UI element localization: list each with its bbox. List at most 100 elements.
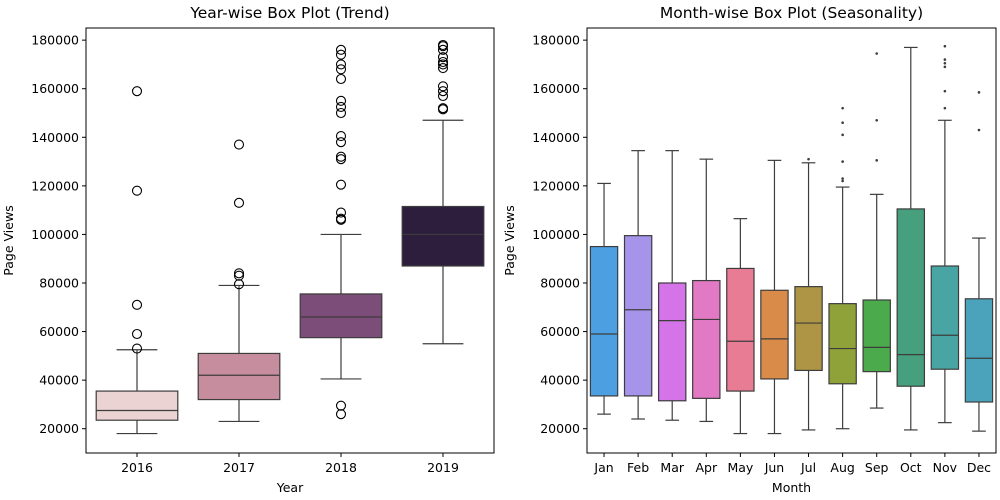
box-iqr <box>794 286 823 372</box>
box-Feb <box>623 150 653 420</box>
y-tick-label: 20000 <box>540 421 580 436</box>
outlier-point <box>335 107 347 119</box>
x-tick-label: Aug <box>830 460 854 475</box>
box-iqr <box>589 245 619 397</box>
outlier-point <box>131 185 143 196</box>
outlier-point <box>437 39 449 51</box>
outlier-point <box>841 133 844 137</box>
y-tick-label: 120000 <box>31 178 79 193</box>
y-tick-label: 20000 <box>39 421 79 436</box>
box-iqr <box>930 265 960 370</box>
y-tick-label: 60000 <box>39 324 79 339</box>
outlier-point <box>131 328 143 340</box>
outlier-point <box>977 91 981 94</box>
outlier-point <box>943 65 947 69</box>
x-tick-label: Nov <box>933 460 958 475</box>
outlier-point <box>875 118 879 122</box>
box-iqr <box>95 390 179 421</box>
outlier-point <box>335 137 347 148</box>
box-iqr <box>197 352 281 401</box>
outlier-point <box>335 101 347 112</box>
outlier-point <box>437 59 449 70</box>
outlier-point <box>943 106 947 110</box>
x-tick-label: Jun <box>764 460 785 475</box>
x-tick-label: Jul <box>800 460 816 475</box>
y-tick-label: 100000 <box>532 227 580 242</box>
box-2016 <box>95 86 179 435</box>
x-tick-label: 2017 <box>223 460 255 475</box>
x-tick-label: Oct <box>900 460 922 475</box>
x-tick-label: Sep <box>865 460 889 475</box>
box-iqr <box>726 267 755 392</box>
x-tick-label: Jan <box>593 460 613 475</box>
outlier-point <box>977 128 981 132</box>
box-iqr <box>828 303 857 385</box>
y-axis-label: Page Views <box>1 205 16 275</box>
axes-frame <box>85 27 495 454</box>
box-Mar <box>657 150 687 421</box>
outlier-point <box>335 73 347 85</box>
y-tick-label: 180000 <box>532 33 580 48</box>
outlier-point <box>335 409 347 420</box>
outlier-point <box>437 90 449 102</box>
box-Nov <box>930 44 960 424</box>
outlier-point <box>335 59 347 70</box>
y-tick-label: 80000 <box>39 276 79 291</box>
outlier-point <box>437 81 449 92</box>
chart-panel-2: Month-wise Box Plot (Seasonality) 20000 40… <box>502 4 997 495</box>
outlier-point <box>437 63 449 74</box>
box-Dec <box>964 91 994 432</box>
outlier-point <box>335 44 347 55</box>
box-Sep <box>862 52 891 409</box>
outlier-point <box>335 95 347 106</box>
outlier-point <box>131 343 143 354</box>
box-Jun <box>760 159 789 435</box>
x-axis-label: Year <box>276 480 304 495</box>
outlier-point <box>233 139 245 150</box>
y-tick-label: 140000 <box>31 130 79 145</box>
chart-title: Month-wise Box Plot (Seasonality) <box>660 4 923 22</box>
outlier-point <box>841 106 844 110</box>
x-tick-label: 2019 <box>427 460 459 475</box>
box-iqr <box>401 205 485 267</box>
outlier-point <box>131 86 143 97</box>
outlier-point <box>335 64 347 75</box>
outlier-point <box>807 157 810 161</box>
y-tick-label: 120000 <box>532 178 580 193</box>
box-iqr <box>964 298 994 403</box>
outlier-point <box>233 268 245 279</box>
outlier-point <box>335 207 347 218</box>
outlier-point <box>841 121 844 125</box>
box-iqr <box>692 279 721 399</box>
box-May <box>726 218 755 435</box>
y-axis-label: Page Views <box>502 205 517 275</box>
outlier-point <box>875 52 879 55</box>
box-2019 <box>401 39 485 345</box>
box-iqr <box>623 235 653 397</box>
box-Jan <box>589 182 619 415</box>
outlier-point <box>437 44 449 55</box>
x-tick-label: Mar <box>660 460 684 475</box>
x-tick-label: May <box>727 460 753 475</box>
y-tick-label: 180000 <box>31 33 79 48</box>
outlier-point <box>131 299 143 310</box>
y-tick-label: 140000 <box>532 130 580 145</box>
box-iqr <box>299 293 383 339</box>
outlier-point <box>335 131 347 142</box>
outlier-point <box>841 160 844 163</box>
box-iqr <box>657 282 687 402</box>
y-tick-label: 160000 <box>31 81 79 96</box>
outlier-point <box>437 86 449 97</box>
chart-panel-1: Year-wise Box Plot (Trend) 20000 40000 6000… <box>1 4 495 495</box>
x-axis-label: Month <box>772 480 811 495</box>
outlier-point <box>335 400 347 411</box>
x-tick-label: 2016 <box>121 460 153 475</box>
y-tick-label: 80000 <box>540 276 580 291</box>
box-iqr <box>896 208 926 387</box>
outlier-point <box>943 89 947 93</box>
outlier-point <box>233 197 245 208</box>
outlier-point <box>335 151 347 162</box>
outlier-point <box>943 44 947 48</box>
outlier-point <box>335 49 347 60</box>
